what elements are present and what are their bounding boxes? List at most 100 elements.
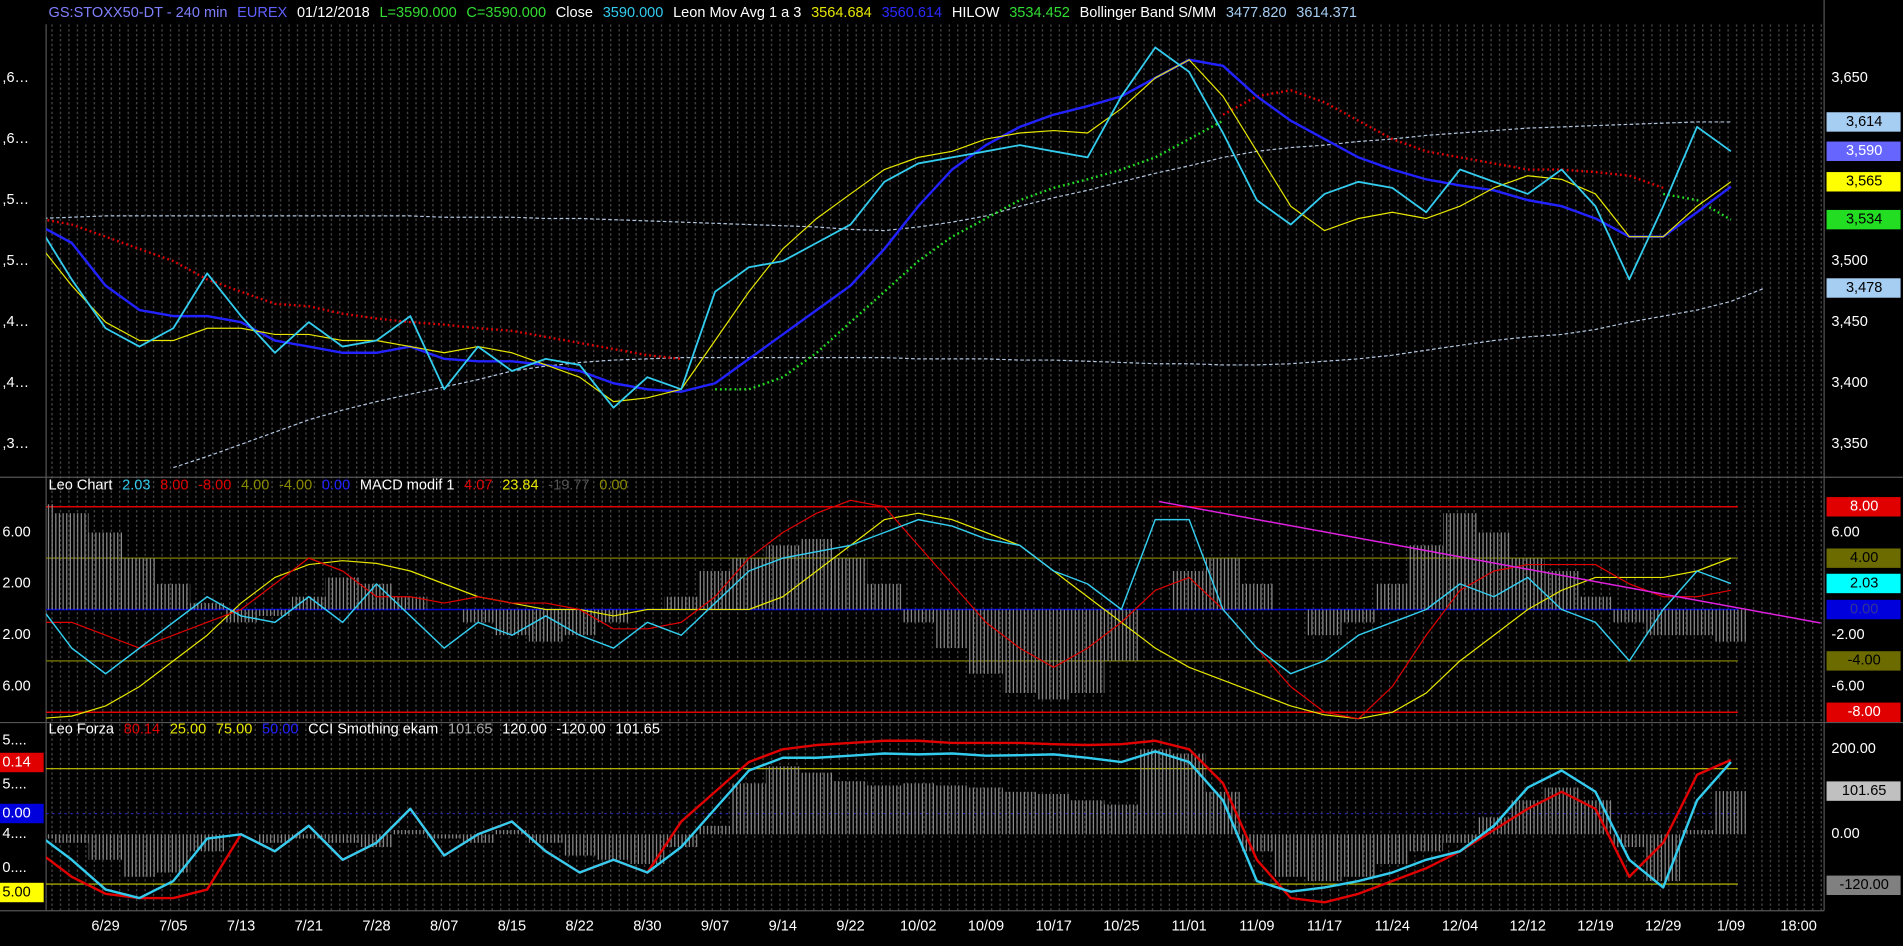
histogram-bar [935, 609, 970, 649]
histogram-bar [1036, 793, 1071, 835]
series-line [46, 512, 1732, 720]
x-tick-label: 10/17 [1035, 918, 1071, 934]
left-tick-label: ,5… [2, 192, 29, 208]
x-tick-label: 8/15 [498, 918, 526, 934]
header-text: -8.00 [198, 478, 231, 494]
x-tick-label: 10/09 [968, 918, 1004, 934]
histogram-bar [1172, 571, 1207, 610]
header-text: 75.00 [216, 722, 252, 738]
left-tick-label: 6.00 [2, 678, 30, 694]
series-line [715, 119, 1732, 391]
y-tick-label: 3,500 [1831, 253, 1867, 269]
histogram-bar [427, 834, 462, 839]
histogram-bar [291, 596, 326, 610]
header-text: 4.07 [464, 478, 492, 494]
histogram-bar [1138, 749, 1173, 835]
histogram-bar [1002, 791, 1037, 835]
histogram-bar [1104, 804, 1139, 835]
left-value-marker-label: 0.14 [2, 754, 30, 770]
histogram-bar [1510, 800, 1545, 835]
histogram-bar [1713, 609, 1748, 642]
header-text: CCI Smothing ekam [308, 722, 438, 738]
left-tick-label: 6.00 [2, 524, 30, 540]
series-line [46, 59, 1732, 403]
value-marker [1826, 651, 1901, 671]
histogram-bar [1239, 834, 1274, 852]
x-tick-label: 8/30 [633, 918, 661, 934]
left-tick-label: ,6… [2, 70, 29, 86]
histogram-bar [1443, 513, 1477, 610]
value-marker-label: -120.00 [1839, 877, 1888, 893]
histogram-bar [528, 609, 563, 642]
histogram-bar [1307, 834, 1342, 882]
histogram-bar [664, 596, 699, 610]
histogram-bar [122, 558, 157, 610]
header-text: HILOW [952, 5, 1000, 21]
histogram-bar [799, 772, 834, 835]
header-text: GS:STOXX50-DT - 240 min [49, 5, 228, 21]
x-tick-label: 9/07 [701, 918, 729, 934]
series-line [173, 287, 1765, 469]
series-line [46, 46, 1732, 409]
histogram-bar [596, 834, 631, 860]
histogram-bar [1307, 609, 1342, 636]
value-marker [1826, 875, 1901, 896]
x-tick-label: 1/09 [1717, 918, 1745, 934]
x-tick-label: 7/13 [227, 918, 255, 934]
x-tick-label: 12/29 [1645, 918, 1681, 934]
value-marker [1826, 599, 1901, 620]
header-text: 3564.684 [811, 5, 872, 21]
header-text: -4.00 [279, 478, 312, 494]
histogram-bar [156, 583, 191, 610]
value-marker-label: 0.00 [1850, 601, 1878, 617]
y-tick-label: 3,350 [1831, 436, 1867, 452]
histogram-bar [88, 532, 123, 610]
x-tick-label: 9/14 [769, 918, 797, 934]
y-tick-label: 3,400 [1831, 375, 1867, 391]
header-text: 101.65 [448, 722, 492, 738]
value-marker-label: 101.65 [1842, 783, 1886, 799]
histogram-bar [1070, 800, 1105, 835]
panel: 6.00 -2.00 -6.00 6.00 2.00 2.00 6.00 8.00 4.00 2.… [2, 478, 1901, 722]
histogram-bar [1002, 609, 1037, 694]
left-value-marker [0, 752, 44, 773]
plot-area [46, 499, 1748, 720]
series-line [46, 121, 1731, 232]
x-tick-label: 12/04 [1442, 918, 1478, 934]
value-marker-label: 3,590 [1846, 143, 1882, 159]
plot-area [46, 739, 1748, 904]
histogram-bar [54, 513, 89, 610]
x-tick-label: 11/01 [1171, 918, 1206, 934]
left-tick-label: 2.00 [2, 576, 30, 592]
histogram-bar [969, 609, 1003, 674]
histogram-bar [1713, 791, 1748, 835]
x-tick-label: 6/29 [91, 918, 119, 934]
y-tick-label: 0.00 [1831, 826, 1859, 842]
histogram-bar [1172, 753, 1207, 835]
histogram-bar [562, 834, 597, 856]
histogram-bar [393, 596, 428, 610]
histogram-bar [1375, 834, 1410, 865]
header-text: 8.00 [160, 478, 188, 494]
value-marker-label: 3,478 [1846, 280, 1882, 296]
x-tick-label: 8/22 [565, 918, 593, 934]
y-tick-label: 3,650 [1831, 70, 1867, 86]
histogram-bar [765, 766, 800, 835]
y-tick-label: -2.00 [1831, 627, 1864, 643]
value-marker [1826, 172, 1901, 192]
header-text: 3534.452 [1009, 5, 1070, 21]
header-text: EUREX [237, 5, 287, 21]
left-tick-label: ,3… [2, 436, 29, 452]
x-tick-label: 18:00 [1780, 918, 1816, 934]
series-line [46, 499, 1732, 720]
panel: 3,350 3,400 3,450 3,500 3,650 ,6… ,6… ,5… ,5… ,4…… [2, 5, 1901, 469]
histogram-bar [291, 834, 326, 839]
value-marker-label: -4.00 [1848, 653, 1881, 669]
histogram-bar [562, 609, 597, 636]
x-tick-label: 7/28 [362, 918, 390, 934]
histogram-bar [630, 834, 665, 865]
header-text: 0.00 [322, 478, 350, 494]
x-tick-label: 7/21 [295, 918, 323, 934]
